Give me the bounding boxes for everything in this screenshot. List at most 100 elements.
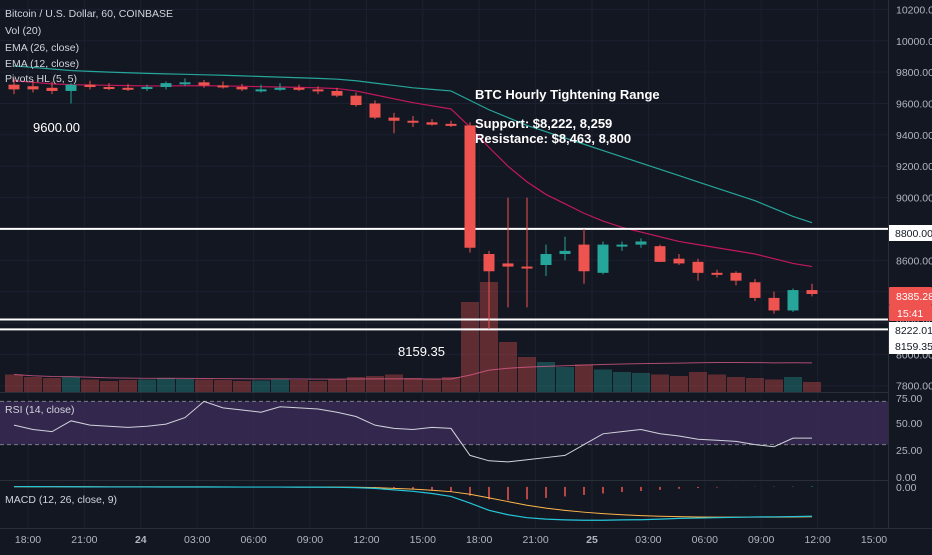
time-tick-label: 09:00	[748, 534, 774, 546]
level-label-8222: 8222.01	[895, 325, 932, 337]
candle-body	[312, 89, 324, 92]
volume-bar	[499, 342, 517, 392]
volume-bar	[651, 374, 669, 392]
candle-body	[464, 125, 476, 248]
time-tick-label: 21:00	[522, 534, 548, 546]
macd-tick-label: 0.00	[896, 482, 917, 494]
candle-body	[521, 266, 533, 269]
candles[interactable]	[8, 78, 818, 330]
candle-body	[103, 87, 115, 90]
time-tick-label: 03:00	[635, 534, 661, 546]
volume-bar	[803, 382, 821, 392]
price-tick-label: 9400.00	[896, 130, 932, 142]
volume-bar	[119, 380, 137, 392]
volume-bar	[43, 378, 61, 392]
rsi-line	[13, 400, 812, 463]
text-annotation[interactable]: BTC Hourly Tightening Range Support: $8,…	[475, 87, 660, 146]
time-axis[interactable]: 18:00 21:00 24 03:00 06:00 09:00 12:00 15:00 18:…	[15, 534, 887, 546]
candle-body	[673, 258, 685, 264]
last-price-value: 8385.28	[896, 291, 932, 303]
price-tags: 8385.28 15:41 8800.00 8222.01 8159.35	[889, 225, 932, 354]
volume-bar	[480, 282, 498, 392]
macd-legend[interactable]: MACD (12, 26, close, 9)	[5, 494, 117, 506]
rsi-tick-label: 50.00	[896, 418, 922, 430]
price-tick-label: 7800.00	[896, 381, 932, 393]
candle-body	[407, 120, 419, 123]
volume-bar	[385, 374, 403, 392]
volume-bar	[537, 362, 555, 392]
volume-bar	[518, 357, 536, 392]
symbol-title[interactable]: Bitcoin / U.S. Dollar, 60, COINBASE	[5, 8, 173, 20]
volume-bar	[290, 380, 308, 392]
main-legend[interactable]: Bitcoin / U.S. Dollar, 60, COINBASE Vol …	[5, 8, 173, 85]
pivot-high-label: 9600.00	[33, 120, 80, 135]
candle-body	[236, 87, 248, 90]
candle-body	[787, 290, 799, 311]
volume-bar	[784, 377, 802, 392]
candle-body	[274, 87, 286, 90]
volume-bar	[670, 376, 688, 392]
horizontal-levels[interactable]	[0, 227, 888, 331]
rsi-tick-label: 75.00	[896, 393, 922, 405]
candle-body	[578, 244, 590, 272]
volume-bar	[689, 372, 707, 392]
price-tick-label: 9000.00	[896, 193, 932, 205]
price-tick-label: 8600.00	[896, 255, 932, 267]
time-tick-label: 06:00	[692, 534, 718, 546]
annotation-resistance: Resistance: $8,463, 8,800	[475, 131, 631, 146]
volume-bar	[575, 364, 593, 392]
rsi-line	[13, 400, 812, 463]
candle-body	[141, 87, 153, 90]
candle-body	[635, 241, 647, 245]
candle-body	[293, 87, 305, 90]
candle-body	[711, 272, 723, 275]
candle-body	[426, 122, 438, 125]
candle-body	[388, 117, 400, 121]
countdown-value: 15:41	[897, 308, 923, 320]
last-price-tag	[889, 287, 932, 305]
price-tick-label: 9200.00	[896, 161, 932, 173]
candle-body	[198, 82, 210, 86]
time-tick-label: 18:00	[15, 534, 41, 546]
volume-bar	[746, 378, 764, 392]
indicator-pivots[interactable]: Pivots HL (5, 5)	[5, 73, 77, 85]
candle-body	[160, 83, 172, 88]
rsi-legend[interactable]: RSI (14, close)	[5, 404, 74, 416]
candle-body	[692, 261, 704, 273]
candle-body	[654, 246, 666, 262]
candle-body	[27, 86, 39, 90]
candle-body	[8, 84, 20, 90]
indicator-ema12[interactable]: EMA (12, close)	[5, 58, 79, 70]
indicator-volume[interactable]: Vol (20)	[5, 25, 41, 37]
volume-bar	[195, 379, 213, 392]
candle-body	[445, 123, 457, 126]
volume-bars	[5, 282, 821, 392]
volume-bar	[328, 379, 346, 392]
annotation-support: Support: $8,222, 8,259	[475, 116, 612, 131]
time-tick-label: 03:00	[184, 534, 210, 546]
candle-body	[483, 254, 495, 272]
time-tick-label: 25	[586, 534, 598, 546]
price-tick-label: 9800.00	[896, 67, 932, 79]
time-tick-label: 15:00	[861, 534, 887, 546]
volume-bar	[271, 379, 289, 392]
volume-bar	[176, 379, 194, 392]
indicator-ema26[interactable]: EMA (26, close)	[5, 42, 79, 54]
candle-body	[749, 282, 761, 298]
candle-body	[179, 82, 191, 85]
candle-body	[730, 272, 742, 281]
macd-axis: 0.00	[896, 482, 917, 494]
time-tick-label: 24	[135, 534, 147, 546]
volume-bar	[252, 380, 270, 392]
candle-body	[540, 254, 552, 265]
price-tick-label: 10200.00	[896, 4, 932, 16]
time-tick-label: 09:00	[297, 534, 323, 546]
candle-body	[502, 263, 514, 267]
volume-bar	[214, 380, 232, 392]
rsi-axis: 75.00 50.00 25.00 0.00	[896, 393, 922, 484]
candle-body	[559, 250, 571, 255]
volume-bar	[765, 379, 783, 392]
candle-body	[217, 85, 229, 88]
